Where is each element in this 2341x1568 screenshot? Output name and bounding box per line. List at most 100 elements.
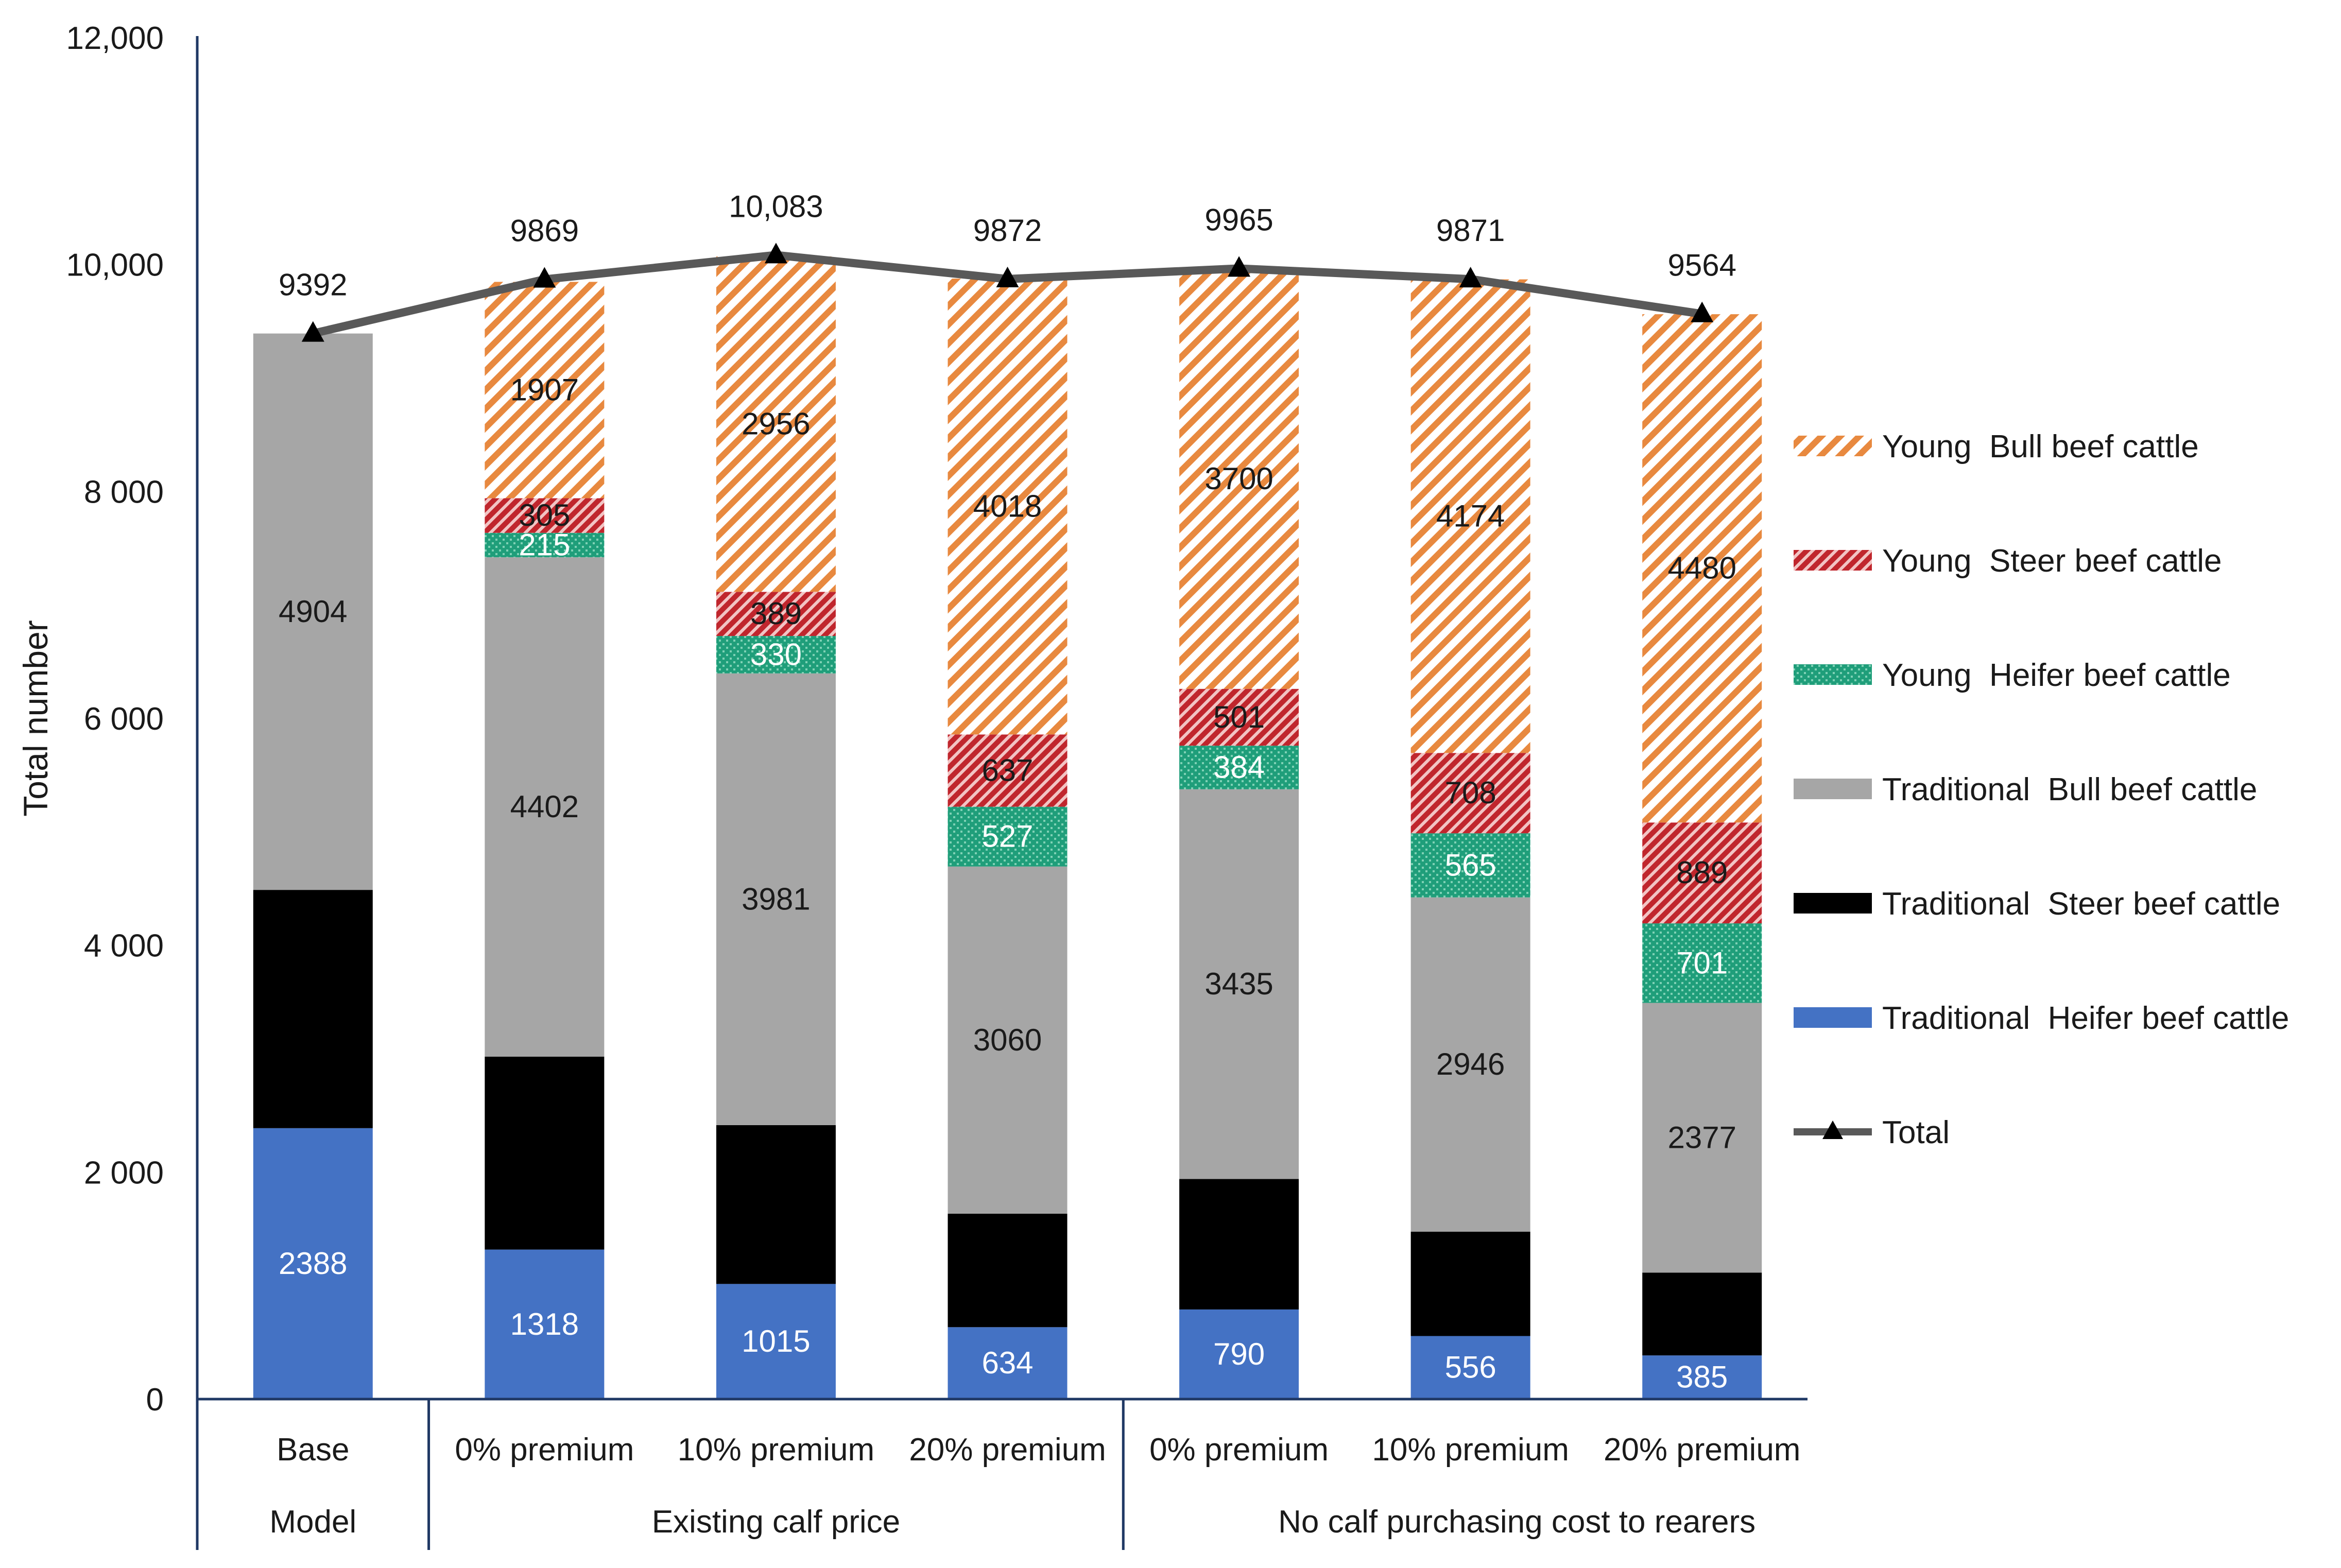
- category-label: 0% premium: [1149, 1432, 1329, 1468]
- bar-segment: [1642, 314, 1762, 823]
- legend-swatch: [1794, 1007, 1872, 1028]
- bar-segment: [716, 673, 836, 1125]
- data-label: 3981: [742, 882, 810, 916]
- total-label: 9871: [1436, 213, 1505, 248]
- data-label: 1015: [742, 1324, 810, 1358]
- bar-segment: [716, 1284, 836, 1399]
- total-marker: [1691, 301, 1714, 322]
- bar-segment: [485, 1249, 605, 1399]
- bar-segment: [1642, 1272, 1762, 1356]
- category-label: 10% premium: [678, 1432, 874, 1468]
- data-label: 4018: [973, 489, 1042, 524]
- total-line-layer: 9392 9869 10,083 9872 9965 9871 9564: [279, 189, 1736, 342]
- bar-segment: [1179, 746, 1299, 789]
- data-label: 3435: [1204, 967, 1273, 1001]
- bar-segment: [253, 333, 373, 890]
- bar-segment: [485, 498, 605, 533]
- data-label: 556: [1445, 1350, 1496, 1385]
- group-label: Model: [269, 1504, 356, 1540]
- bar-segment: [948, 1327, 1068, 1399]
- data-label: 4402: [510, 789, 579, 824]
- bar-segment: [485, 557, 605, 1057]
- total-marker: [764, 243, 787, 264]
- total-marker: [301, 321, 324, 342]
- y-tick-label: 0: [146, 1382, 164, 1418]
- data-label: 637: [982, 753, 1033, 787]
- data-label: 330: [750, 637, 802, 671]
- category-label: 0% premium: [455, 1432, 634, 1468]
- data-label: 389: [750, 596, 802, 631]
- y-tick-label: 8 000: [84, 474, 164, 510]
- bar-segment: [716, 1125, 836, 1284]
- bar-segment: [253, 890, 373, 1128]
- legend-swatch: [1794, 550, 1872, 571]
- y-tick-label: 2 000: [84, 1155, 164, 1191]
- bar-segment: [1410, 753, 1530, 834]
- bar-segment: [1179, 1179, 1299, 1309]
- bar-segment: [1410, 1231, 1530, 1336]
- bar-segment: [948, 1213, 1068, 1328]
- bar-segment: [1179, 789, 1299, 1179]
- data-label: 2956: [742, 407, 810, 441]
- bar-segment: [948, 734, 1068, 807]
- data-label: 501: [1213, 700, 1265, 734]
- category-label: 10% premium: [1372, 1432, 1569, 1468]
- data-label: 1318: [510, 1307, 579, 1341]
- total-label: 9872: [973, 213, 1042, 248]
- bar-layer: [253, 256, 1762, 1399]
- legend-label: Traditional Heifer beef cattle: [1882, 1001, 2289, 1036]
- data-label: 527: [982, 819, 1033, 854]
- data-label: 565: [1445, 848, 1496, 882]
- group-label: No calf purchasing cost to rearers: [1278, 1504, 1755, 1540]
- category-label: 20% premium: [1604, 1432, 1800, 1468]
- total-label: 9564: [1667, 248, 1736, 283]
- category-label: Base: [277, 1432, 349, 1468]
- legend-swatch: [1794, 893, 1872, 914]
- data-label: 790: [1213, 1337, 1265, 1371]
- bar-segment: [948, 866, 1068, 1214]
- legend-swatch: [1794, 779, 1872, 799]
- total-marker: [1228, 256, 1251, 277]
- bar-segment: [716, 592, 836, 636]
- data-label: 2946: [1436, 1047, 1505, 1081]
- data-label: 4174: [1436, 498, 1505, 533]
- y-tick-label: 4 000: [84, 928, 164, 964]
- y-tick-label: 10,000: [66, 248, 164, 283]
- y-tick-label: 6 000: [84, 701, 164, 737]
- data-label: 1907: [510, 372, 579, 407]
- data-label: 701: [1676, 945, 1728, 980]
- data-label: 634: [982, 1346, 1033, 1380]
- bar-segment: [948, 806, 1068, 867]
- axes-layer: 0 2 000 4 000 6 000 8 000 10,000 12,000 Total n…: [16, 21, 1808, 1550]
- total-marker: [533, 267, 556, 288]
- data-label: 708: [1445, 776, 1496, 810]
- legend-marker: [1822, 1121, 1843, 1139]
- legend-swatch: [1794, 664, 1872, 685]
- y-tick-label: 12,000: [66, 21, 164, 56]
- category-label: 20% premium: [909, 1432, 1106, 1468]
- bar-segment: [1642, 1355, 1762, 1399]
- total-marker: [996, 266, 1019, 287]
- data-label: 2377: [1667, 1120, 1736, 1155]
- bar-segment: [1179, 688, 1299, 746]
- bar-segment: [716, 636, 836, 674]
- bar-segment: [1410, 1336, 1530, 1399]
- data-label: 215: [519, 527, 570, 562]
- y-axis-title: Total number: [16, 620, 55, 817]
- legend-label: Young Bull beef cattle: [1882, 429, 2199, 464]
- bar-segment: [485, 282, 605, 498]
- bar-segment: [948, 278, 1068, 735]
- bar-segment: [1642, 822, 1762, 924]
- data-label: 385: [1676, 1360, 1728, 1394]
- legend-label: Traditional Bull beef cattle: [1882, 772, 2257, 807]
- legend-label: Young Heifer beef cattle: [1882, 658, 2231, 693]
- group-label: Existing calf price: [652, 1504, 900, 1540]
- bar-segment: [485, 532, 605, 558]
- total-label: 9869: [510, 214, 579, 248]
- data-label: 3700: [1204, 461, 1273, 496]
- legend-swatch: [1794, 436, 1872, 456]
- bar-segment: [716, 256, 836, 592]
- bar-segment: [1179, 1309, 1299, 1399]
